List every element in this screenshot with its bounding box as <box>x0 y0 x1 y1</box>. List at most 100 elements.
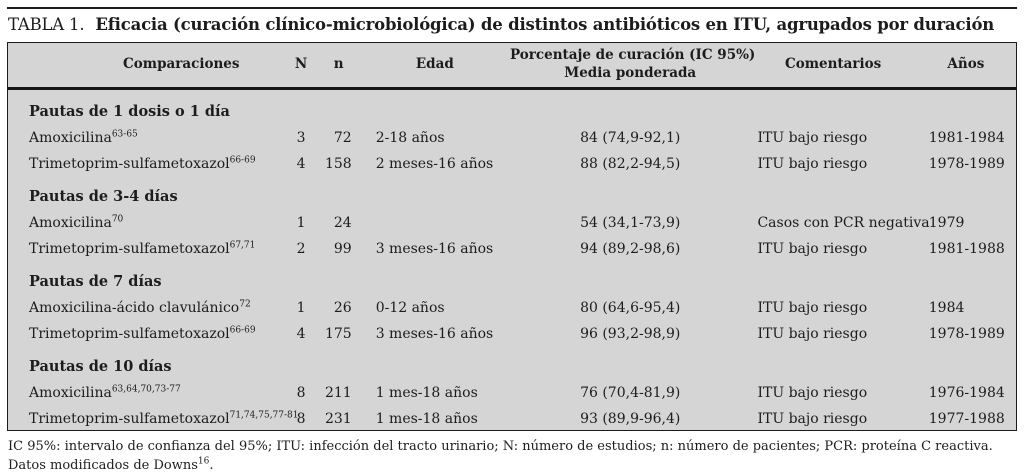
group-header-row: Pautas de 1 dosis o 1 día <box>8 89 1016 124</box>
header-n-estudios: N <box>284 43 318 90</box>
cell-comentarios: ITU bajo riesgo <box>757 385 868 401</box>
cell-n-estudios: 3 <box>296 130 306 146</box>
efficacy-table: Comparaciones N n Edad Porcentaje de cur… <box>8 43 1016 430</box>
cell-comparacion: Amoxicilina63-65 <box>8 123 285 149</box>
table-row: Trimetoprim-sulfametoxazol66-69 4 175 3 … <box>8 319 1016 345</box>
cell-comentarios: ITU bajo riesgo <box>757 300 868 316</box>
cell-edad <box>360 208 510 234</box>
group-label: Pautas de 1 dosis o 1 día <box>29 103 230 120</box>
footnote-source-period: . <box>209 457 214 473</box>
cell-comentarios: ITU bajo riesgo <box>757 326 868 342</box>
cell-anos: 1978-1989 <box>928 156 1005 172</box>
cell-n-estudios: 8 <box>296 385 306 401</box>
cell-porcentaje: 94 (89,2-98,6) <box>580 241 681 257</box>
footnotes: IC 95%: intervalo de confianza del 95%; … <box>8 438 1017 476</box>
cell-n-estudios: 2 <box>296 241 306 257</box>
cell-n-pacientes: 72 <box>333 130 352 146</box>
footnote-source: Datos modificados de Downs16. <box>8 457 1017 476</box>
cell-porcentaje: 93 (89,9-96,4) <box>580 411 681 427</box>
table-row: Amoxicilina-ácido clavulánico72 1 26 0-1… <box>8 293 1016 319</box>
header-edad: Edad <box>359 43 510 90</box>
cell-n-estudios: 4 <box>296 326 306 342</box>
cell-porcentaje: 84 (74,9-92,1) <box>580 130 681 146</box>
header-porcentaje-line1: Porcentaje de curación (IC 95%) <box>509 47 756 64</box>
cell-anos: 1979 <box>928 215 965 231</box>
group-header-row: Pautas de 10 días <box>8 345 1016 378</box>
cell-n-pacientes: 24 <box>333 215 352 231</box>
cell-anos: 1978-1989 <box>928 326 1005 342</box>
cell-edad: 3 meses-16 años <box>375 241 494 257</box>
reference-superscript: 71,74,75,77-81 <box>229 410 299 421</box>
reference-superscript: 67,71 <box>229 240 256 251</box>
cell-anos: 1981-1988 <box>928 241 1005 257</box>
group-label: Pautas de 3-4 días <box>29 188 178 205</box>
header-comparaciones: Comparaciones <box>8 43 285 90</box>
footnote-reference-superscript: 16 <box>197 456 210 467</box>
table-row: Amoxicilina63-65 3 72 2-18 años 84 (74,9… <box>8 123 1016 149</box>
drug-name: Amoxicilina-ácido clavulánico <box>29 300 240 316</box>
drug-name: Amoxicilina <box>29 215 112 231</box>
cell-n-pacientes: 231 <box>324 411 352 427</box>
cell-porcentaje: 88 (82,2-94,5) <box>580 156 681 172</box>
group-label: Pautas de 10 días <box>29 358 172 375</box>
table-row: Trimetoprim-sulfametoxazol66-69 4 158 2 … <box>8 149 1016 175</box>
cell-edad: 1 mes-18 años <box>375 385 478 401</box>
group-label: Pautas de 7 días <box>29 273 162 290</box>
footnote-source-text: Datos modificados de Downs <box>8 457 198 473</box>
cell-n-pacientes: 158 <box>324 156 352 172</box>
group-10-dias: Pautas de 10 días Amoxicilina63,64,70,73… <box>8 345 1016 430</box>
footnote-abbreviations: IC 95%: intervalo de confianza del 95%; … <box>8 439 993 454</box>
cell-comentarios: Casos con PCR negativa <box>757 215 930 231</box>
page: TABLA 1. Eficacia (curación clínico-micro… <box>0 7 1024 476</box>
cell-comparacion: Amoxicilina63,64,70,73-77 <box>8 378 285 404</box>
cell-n-estudios: 8 <box>296 411 306 427</box>
cell-comentarios: ITU bajo riesgo <box>757 411 868 427</box>
group-header-row: Pautas de 7 días <box>8 260 1016 293</box>
drug-name: Trimetoprim-sulfametoxazol <box>29 326 230 342</box>
drug-name: Amoxicilina <box>29 130 112 146</box>
cell-comparacion: Trimetoprim-sulfametoxazol67,71 <box>8 234 285 260</box>
reference-superscript: 63,64,70,73-77 <box>111 384 181 395</box>
cell-anos: 1977-1988 <box>928 411 1005 427</box>
table-number: TABLA 1. <box>8 15 85 34</box>
cell-anos: 1981-1984 <box>928 130 1005 146</box>
drug-name: Trimetoprim-sulfametoxazol <box>29 156 230 172</box>
table-row: Amoxicilina63,64,70,73-77 8 211 1 mes-18… <box>8 378 1016 404</box>
header-porcentaje: Porcentaje de curación (IC 95%) Media po… <box>509 43 755 90</box>
cell-edad: 2-18 años <box>375 130 445 146</box>
cell-comparacion: Amoxicilina-ácido clavulánico72 <box>8 293 285 319</box>
table-title-text: Eficacia (curación clínico-microbiológic… <box>95 15 995 34</box>
top-rule <box>7 7 1017 9</box>
drug-name: Amoxicilina <box>29 385 112 401</box>
drug-name: Trimetoprim-sulfametoxazol <box>29 411 230 427</box>
cell-edad: 0-12 años <box>375 300 445 316</box>
cell-edad: 3 meses-16 años <box>375 326 494 342</box>
cell-comentarios: ITU bajo riesgo <box>757 130 868 146</box>
cell-n-estudios: 4 <box>296 156 306 172</box>
cell-comparacion: Trimetoprim-sulfametoxazol66-69 <box>8 149 285 175</box>
reference-superscript: 70 <box>111 214 124 225</box>
header-n-pacientes: n <box>317 43 360 90</box>
cell-comparacion: Trimetoprim-sulfametoxazol66-69 <box>8 319 285 345</box>
cell-porcentaje: 54 (34,1-73,9) <box>580 215 681 231</box>
cell-n-pacientes: 211 <box>324 385 352 401</box>
group-3-4-dias: Pautas de 3-4 días Amoxicilina70 1 24 54… <box>8 175 1016 260</box>
cell-edad: 2 meses-16 años <box>375 156 494 172</box>
cell-comentarios: ITU bajo riesgo <box>757 241 868 257</box>
header-porcentaje-line2: Media ponderada <box>564 65 697 81</box>
cell-porcentaje: 76 (70,4-81,9) <box>580 385 681 401</box>
drug-name: Trimetoprim-sulfametoxazol <box>29 241 230 257</box>
table-title: TABLA 1. Eficacia (curación clínico-micro… <box>8 15 1017 34</box>
cell-n-estudios: 1 <box>296 300 306 316</box>
header-anos: Años <box>915 43 1016 90</box>
group-7-dias: Pautas de 7 días Amoxicilina-ácido clavu… <box>8 260 1016 345</box>
cell-n-pacientes: 26 <box>333 300 352 316</box>
cell-n-pacientes: 175 <box>324 326 352 342</box>
reference-superscript: 66-69 <box>229 155 256 166</box>
reference-superscript: 63-65 <box>111 129 138 140</box>
cell-n-estudios: 1 <box>296 215 306 231</box>
cell-porcentaje: 96 (93,2-98,9) <box>580 326 681 342</box>
table-row: Trimetoprim-sulfametoxazol71,74,75,77-81… <box>8 404 1016 430</box>
cell-comparacion: Trimetoprim-sulfametoxazol71,74,75,77-81 <box>8 404 299 430</box>
cell-edad: 1 mes-18 años <box>375 411 478 427</box>
